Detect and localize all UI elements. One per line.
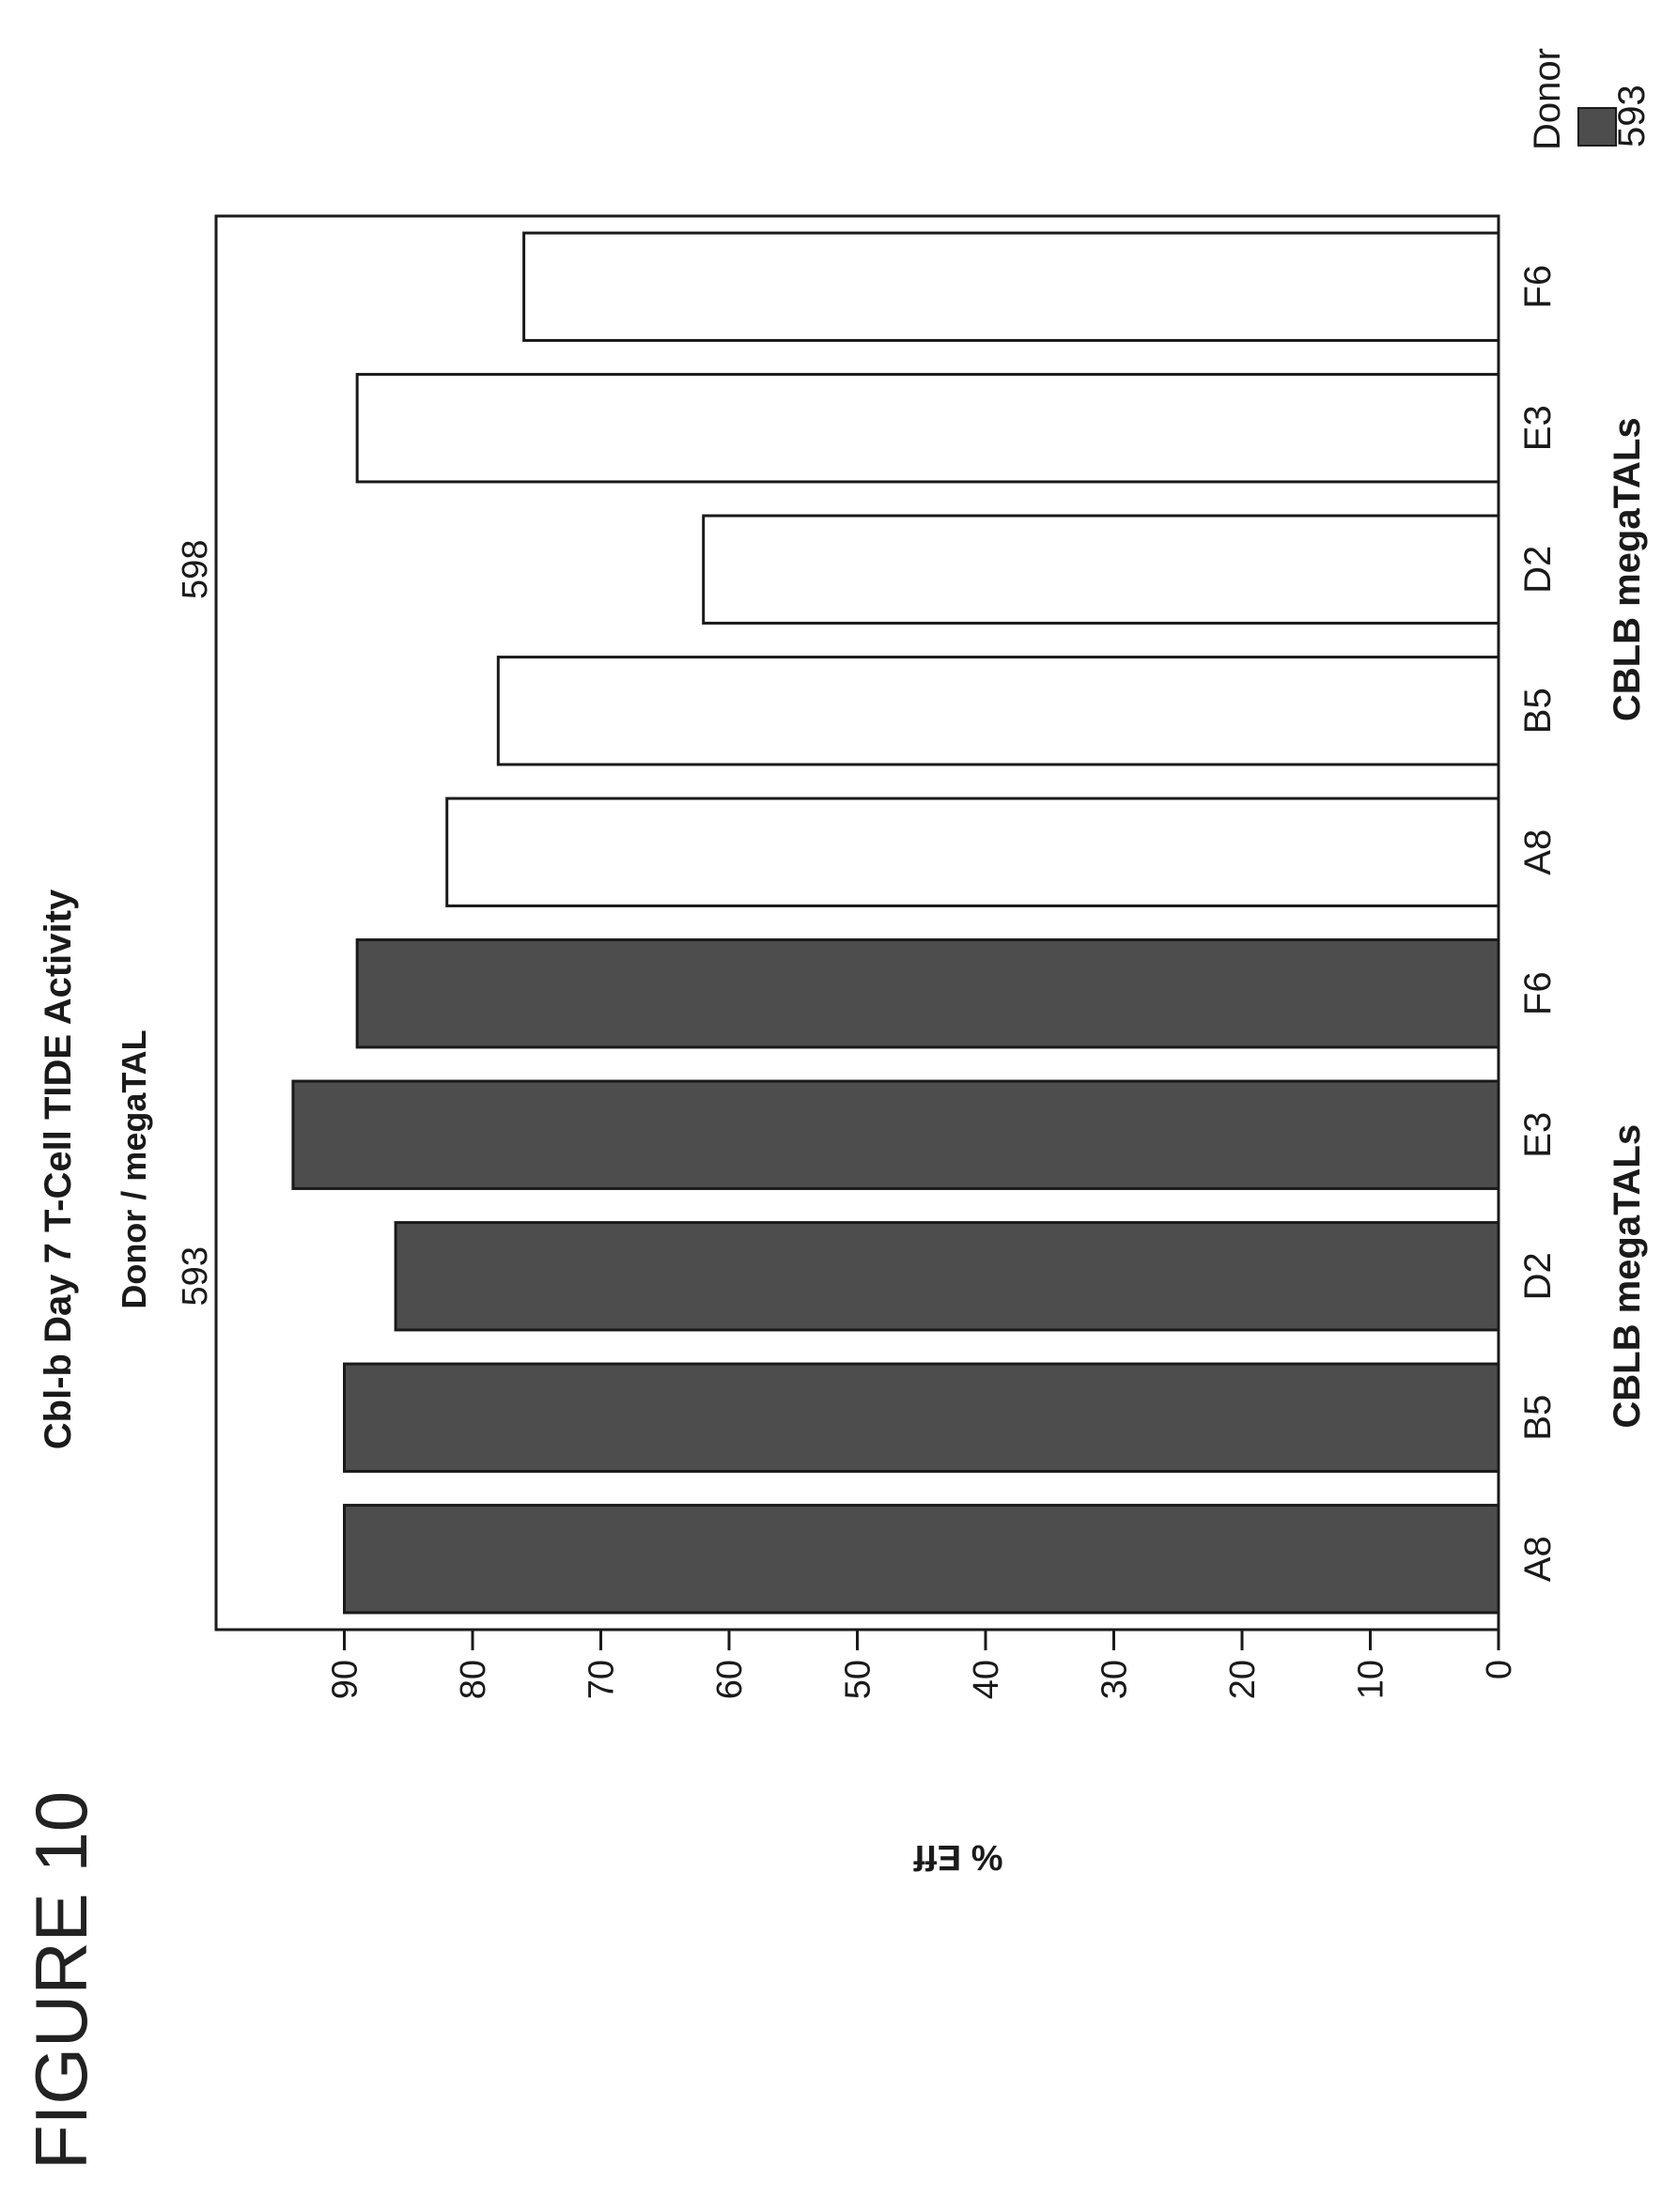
y-tick-label: 60 <box>710 1660 750 1699</box>
legend-title: Donor <box>1527 48 1568 150</box>
x-tick-label-593-D2: D2 <box>1517 1252 1559 1300</box>
panel-label-593: 593 <box>176 1246 215 1306</box>
chart: Cbl-b Day 7 T-Cell TIDE Activity Donor /… <box>38 48 1653 1877</box>
y-tick-label: 10 <box>1352 1660 1391 1699</box>
bar-593-B5 <box>343 1362 1500 1473</box>
y-axis-title: % Eff <box>913 1837 1002 1877</box>
bar-598-D2 <box>702 514 1500 625</box>
x-tick-label-593-B5: B5 <box>1517 1395 1559 1441</box>
x-tick-label-598-B5: B5 <box>1517 688 1559 734</box>
figure-label: FIGURE 10 <box>20 1791 102 2170</box>
x-tick-label-593-F6: F6 <box>1517 971 1559 1015</box>
y-tick-label: 20 <box>1223 1660 1263 1699</box>
bar-593-A8 <box>343 1504 1500 1615</box>
panel-label-598: 598 <box>176 540 215 599</box>
x-tick-label-593-A8: A8 <box>1517 1536 1559 1582</box>
legend-swatch-593 <box>1577 107 1617 147</box>
bar-598-B5 <box>496 656 1500 766</box>
y-tick-label: 50 <box>839 1660 878 1699</box>
x-axis-title-598: CBLB megaTALs <box>1607 417 1648 721</box>
bar-598-A8 <box>445 797 1500 907</box>
bar-598-F6 <box>522 231 1500 342</box>
legend-label-593: 593 <box>1611 85 1653 147</box>
x-axis-labels: A8 B5 D2 E3 F6 A8 B5 D2 E3 F6 <box>1517 265 1559 1582</box>
chart-subtitle: Donor / megaTAL <box>115 1029 153 1308</box>
bars <box>291 231 1500 1615</box>
x-tick-label-598-F6: F6 <box>1517 265 1559 309</box>
y-tick-label: 90 <box>326 1660 365 1699</box>
chart-title: Cbl-b Day 7 T-Cell TIDE Activity <box>38 889 79 1449</box>
y-axis: 0 10 20 30 40 50 60 70 80 90 <box>326 1630 1519 1699</box>
x-tick-label-598-D2: D2 <box>1517 546 1559 594</box>
x-tick-label-598-E3: E3 <box>1517 405 1559 451</box>
bar-593-F6 <box>355 938 1500 1049</box>
x-tick-label-593-E3: E3 <box>1517 1112 1559 1158</box>
bar-593-D2 <box>394 1221 1500 1332</box>
x-axis-title-593: CBLB megaTALs <box>1607 1124 1648 1429</box>
y-tick-label: 30 <box>1095 1660 1135 1699</box>
y-tick-label: 70 <box>582 1660 622 1699</box>
y-tick-label: 40 <box>967 1660 1006 1699</box>
legend: Donor 593 598 <box>1527 48 1653 150</box>
x-tick-label-598-A8: A8 <box>1517 829 1559 875</box>
y-tick-label: 80 <box>454 1660 493 1699</box>
bar-593-E3 <box>291 1079 1500 1190</box>
y-tick-label: 0 <box>1480 1660 1519 1679</box>
bar-598-E3 <box>355 373 1500 484</box>
